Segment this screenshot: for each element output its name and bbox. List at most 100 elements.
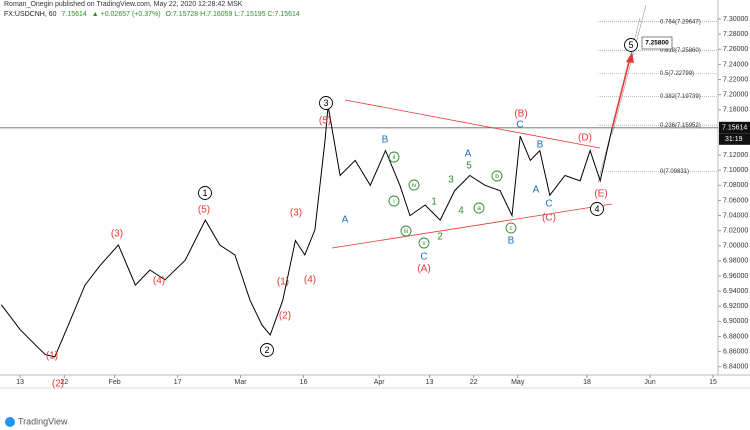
wave-circle: [624, 38, 638, 52]
y-tick-label: 7.18000: [723, 107, 748, 114]
y-tick-label: 7.10000: [723, 167, 748, 174]
fib-diagonal: [611, 4, 647, 136]
wave-label: 4: [458, 206, 464, 217]
trend-line: [344, 99, 601, 149]
wave-label: A: [465, 149, 472, 160]
wave-circle: [590, 202, 604, 216]
logo: [5, 417, 15, 427]
y-tick-label: 6.92000: [723, 303, 748, 310]
wave-label: (D): [578, 133, 592, 144]
y-tick-label: 7.08000: [723, 182, 748, 189]
ohlc: O:7.15728 H:7.16059 L:7.15195 C:7.15614: [166, 11, 300, 18]
wave-circle: [491, 170, 503, 182]
x-tick-label: Jun: [644, 379, 655, 386]
wave-label: A: [342, 215, 349, 226]
trend-line: [331, 203, 613, 249]
last-price-box: [719, 121, 750, 134]
wave-label: (C): [542, 213, 556, 224]
wave-circle: [319, 96, 333, 110]
x-tick-label: 13: [16, 379, 24, 386]
wave-circle: [408, 179, 420, 191]
wave-label: C: [516, 120, 523, 131]
fib-label: 0.5(7.22799): [660, 71, 694, 77]
wave-circle: [198, 186, 212, 200]
wave-label: B: [537, 140, 544, 151]
wave-circle: [505, 222, 517, 234]
x-tick-label: 22: [60, 379, 68, 386]
fib-label: 0.236(7.15952): [660, 123, 701, 129]
wave-label: B: [508, 236, 515, 247]
wave-label: C: [420, 252, 427, 263]
wave-label: (1): [277, 277, 289, 288]
y-tick-label: 6.84000: [723, 364, 748, 371]
wave-label: ii: [393, 154, 396, 161]
x-tick-label: 16: [300, 379, 308, 386]
x-tick-label: Mar: [235, 379, 248, 386]
arrow-head: [626, 52, 634, 63]
wave-circle: [260, 343, 274, 357]
wave-label: i: [393, 198, 394, 205]
y-tick-label: 7.04000: [723, 212, 748, 219]
wave-label: (3): [290, 208, 302, 219]
wave-label: (B): [514, 109, 527, 120]
wave-label: 2: [264, 345, 269, 355]
wave-label: iii: [404, 228, 408, 235]
x-tick-label: 18: [583, 379, 591, 386]
wave-label: 4: [594, 204, 599, 214]
wave-circle: [418, 237, 430, 249]
wave-label: 2: [437, 232, 443, 243]
fib-label: 0(7.09831): [660, 169, 689, 175]
footer-brand: TradingView: [18, 416, 68, 426]
wave-label: 5: [466, 161, 472, 172]
wave-label: 5: [628, 40, 633, 50]
y-tick-label: 7.28000: [723, 31, 748, 38]
wave-label: (4): [153, 276, 165, 287]
fib-label: 0.764(7.29647): [660, 19, 701, 25]
published-line: Roman_Onegin published on TradingView.co…: [4, 1, 243, 8]
y-tick-label: 7.24000: [723, 61, 748, 68]
y-tick-label: 7.22000: [723, 76, 748, 83]
fib-label: 0.382(7.19739): [660, 94, 701, 100]
wave-label: 1: [202, 188, 207, 198]
wave-circle: [388, 195, 400, 207]
symbol-line: FX:USDCNH, 60 7.15614 ▲ +0.02657 (+0.37%…: [4, 11, 300, 18]
y-tick-label: 6.88000: [723, 333, 748, 340]
wave-label: (3): [111, 229, 123, 240]
y-tick-label: 7.02000: [723, 228, 748, 235]
countdown-label: 31:19: [725, 136, 743, 143]
wave-label: (A): [417, 264, 430, 275]
wave-label: B: [382, 135, 389, 146]
wave-label: (2): [279, 311, 291, 322]
wave-label: v: [422, 240, 426, 247]
wave-label: (4): [304, 275, 316, 286]
target-arrow: [611, 57, 631, 129]
y-tick-label: 6.96000: [723, 273, 748, 280]
x-tick-label: 22: [470, 379, 478, 386]
target-label: 7.25800: [645, 40, 669, 47]
wave-label: A: [533, 185, 540, 196]
x-tick-label: Feb: [109, 379, 121, 386]
y-tick-label: 7.20000: [723, 91, 748, 98]
x-tick-label: 13: [426, 379, 434, 386]
wave-label: (E): [594, 189, 607, 200]
wave-label: iv: [412, 182, 417, 189]
x-tick-label: 17: [174, 379, 182, 386]
y-tick-label: 7.30000: [723, 16, 748, 23]
wave-label: 1: [431, 197, 437, 208]
wave-label: 3: [448, 175, 454, 186]
wave-label: (2): [52, 379, 64, 390]
wave-label: (5): [319, 116, 331, 127]
wave-label: b: [495, 173, 499, 180]
x-tick-label: May: [511, 379, 525, 386]
target-box: [641, 36, 673, 50]
y-tick-label: 6.94000: [723, 288, 748, 295]
wave-label: (1): [46, 351, 58, 362]
y-tick-label: 6.90000: [723, 318, 748, 325]
y-tick-label: 7.12000: [723, 152, 748, 159]
wave-label: 3: [323, 98, 328, 108]
wave-circle: [400, 225, 412, 237]
price: 7.15614: [61, 11, 86, 18]
wave-label: a: [477, 205, 481, 212]
